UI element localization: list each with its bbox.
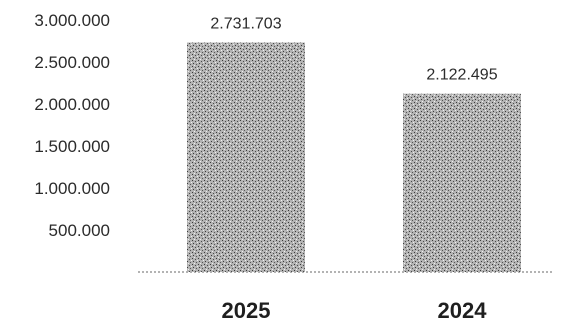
- y-tick-label: 3.000.000: [34, 11, 110, 30]
- y-tick-label: 1.000.000: [34, 179, 110, 198]
- bar-value-label: 2.731.703: [210, 16, 281, 33]
- bars-group: [187, 42, 521, 272]
- bar-2024: [403, 93, 521, 272]
- y-tick-label: 2.500.000: [34, 53, 110, 72]
- category-labels-group: 2025 2024: [222, 298, 488, 323]
- y-tick-label: 2.000.000: [34, 95, 110, 114]
- bar-2025: [187, 42, 305, 272]
- category-label: 2024: [438, 298, 488, 323]
- category-label: 2025: [222, 298, 271, 323]
- y-tick-label: 1.500.000: [34, 137, 110, 156]
- bar-value-label: 2.122.495: [426, 67, 497, 84]
- y-tick-label: 500.000: [49, 221, 110, 240]
- y-axis: 500.000 1.000.000 1.500.000 2.000.000 2.500.…: [34, 11, 110, 240]
- data-labels-group: 2.731.703 2.122.495: [210, 16, 497, 84]
